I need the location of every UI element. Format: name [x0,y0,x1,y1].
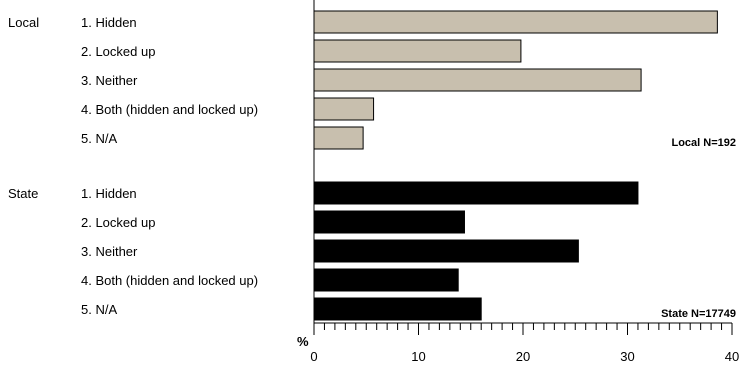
n-label-state: State N=17749 [661,308,736,320]
category-label-local-1: 1. Hidden [81,15,137,30]
bar-state-2 [313,210,465,234]
bar-state-1 [313,181,639,205]
category-label-local-5: 5. N/A [81,131,117,146]
x-tick-label-0: 0 [310,349,317,364]
bar-state-3 [313,239,579,263]
x-tick-label-10: 10 [411,349,425,364]
group-label-local: Local [8,15,39,30]
bar-state-5 [313,297,482,321]
category-label-state-4: 4. Both (hidden and locked up) [81,273,258,288]
x-tick-label-30: 30 [620,349,634,364]
category-label-local-2: 2. Locked up [81,44,155,59]
category-label-state-1: 1. Hidden [81,186,137,201]
category-label-local-4: 4. Both (hidden and locked up) [81,102,258,117]
bar-local-5 [313,126,364,150]
bar-local-4 [313,97,375,121]
x-tick-label-40: 40 [725,349,739,364]
category-label-local-3: 3. Neither [81,73,138,88]
category-label-state-2: 2. Locked up [81,215,155,230]
bar-local-3 [313,68,642,92]
category-label-state-5: 5. N/A [81,302,117,317]
x-axis: 0 10 20 30 40% [297,0,739,364]
bar-local-1 [313,10,718,34]
labels-layer: Local 1. Hidden 2. Locked up 3. Neither 4. B… [8,15,736,320]
group-label-state: State [8,186,38,201]
bar-local-2 [313,39,522,63]
bars-layer [313,10,718,321]
bar-state-4 [313,268,459,292]
x-tick-label-20: 20 [516,349,530,364]
category-label-state-3: 3. Neither [81,244,138,259]
n-label-local: Local N=192 [671,137,736,149]
x-axis-unit-label: % [297,334,309,349]
